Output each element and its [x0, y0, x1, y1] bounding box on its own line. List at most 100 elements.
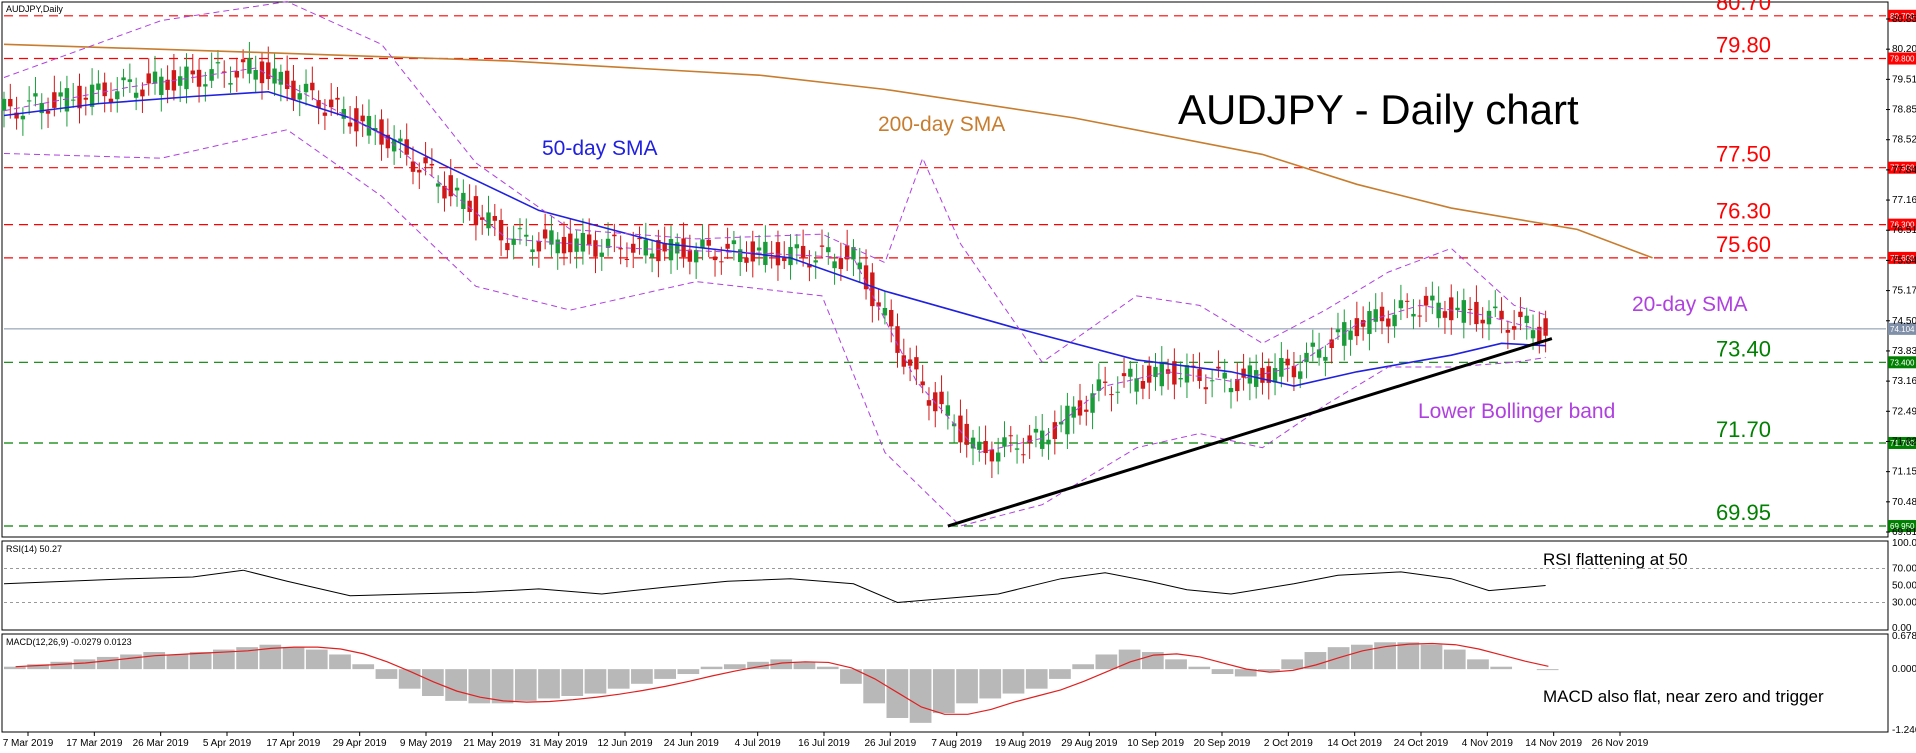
candle-body	[322, 112, 328, 116]
candle-body	[1046, 439, 1051, 445]
time-tick-label: 26 Nov 2019	[1592, 738, 1649, 749]
series-50-day-sma	[3, 90, 1546, 387]
level-label: 75.60	[1716, 232, 1771, 257]
candle-body	[750, 241, 755, 262]
candle-body	[1310, 342, 1315, 347]
price-tick-label: 75.170	[1892, 286, 1916, 297]
macd-histogram-bar	[1490, 666, 1513, 670]
candle-body	[266, 62, 271, 80]
candlesticks	[1, 41, 1548, 479]
candle-body	[1065, 405, 1070, 435]
candle-body	[782, 257, 787, 262]
candle-body	[681, 238, 686, 257]
candle-body	[1102, 381, 1108, 383]
symbol-label: AUDJPY,Daily	[6, 4, 63, 14]
macd-histogram-bar	[538, 669, 560, 699]
candle-body	[335, 97, 340, 100]
chart-title: AUDJPY - Daily chart	[1178, 86, 1579, 133]
candle-body	[473, 196, 479, 225]
candle-body	[52, 92, 57, 108]
time-tick-label: 12 Jun 2019	[597, 738, 652, 749]
macd-histogram-bar	[1374, 642, 1396, 670]
price-tick-label: 79.515	[1892, 74, 1916, 85]
macd-histogram-bar	[584, 669, 607, 694]
candle-body	[108, 98, 114, 103]
candle-body	[895, 326, 900, 353]
candle-body	[1480, 319, 1485, 324]
candle-body	[1247, 365, 1253, 384]
candle-body	[788, 246, 793, 266]
candle-body	[1033, 428, 1039, 433]
macd-histogram-bar	[631, 669, 653, 684]
price-panel	[1, 1, 1889, 538]
candle-body	[819, 245, 825, 247]
macd-histogram-bar	[96, 656, 119, 670]
time-tick-label: 17 Mar 2019	[66, 738, 123, 749]
candle-body	[297, 93, 302, 100]
candle-body	[222, 71, 227, 73]
price-tick-label: 77.160	[1892, 195, 1916, 206]
candle-body	[977, 441, 982, 450]
macd-histogram-bar	[468, 669, 491, 704]
macd-histogram-bar	[282, 647, 305, 670]
candle-body	[725, 243, 730, 249]
time-tick-label: 10 Sep 2019	[1127, 738, 1184, 749]
level-tag-text: 75.600	[1890, 254, 1915, 263]
candle-body	[1203, 387, 1209, 390]
candle-body	[1052, 422, 1058, 440]
candle-body	[159, 76, 164, 96]
candle-body	[1153, 366, 1158, 378]
candle-body	[1140, 380, 1146, 389]
candle-body	[907, 359, 913, 366]
candle-body	[1467, 308, 1473, 310]
price-tick-label: 75.840	[1892, 255, 1916, 266]
macd-histogram-bar	[1397, 642, 1420, 670]
candle-body	[964, 423, 969, 445]
candle-body	[1002, 437, 1007, 447]
macd-histogram-bar	[1304, 652, 1327, 670]
macd-indicator: 0.6785 0.0000 -1.2461	[4, 631, 1916, 736]
candle-body	[863, 265, 869, 290]
candle-body	[524, 234, 529, 237]
time-tick-label: 29 Aug 2019	[1061, 738, 1118, 749]
macd-histogram-bar	[863, 669, 886, 704]
candle-body	[240, 59, 246, 63]
macd-histogram-bar	[561, 669, 584, 697]
candle-body	[618, 248, 623, 250]
candle-body	[914, 357, 919, 370]
candle-body	[83, 97, 88, 100]
candle-body	[693, 250, 699, 263]
level-label: 69.95	[1716, 500, 1771, 525]
candle-body	[700, 239, 705, 249]
candle-body	[1253, 370, 1259, 387]
rsi-panel	[1, 540, 1889, 631]
current-price-tag-text: 74.104	[1890, 325, 1915, 334]
price-tick-label: 76.510	[1892, 225, 1916, 236]
macd-histogram-bar	[1420, 644, 1443, 670]
level-tag-text: 69.950	[1890, 522, 1915, 531]
candle-body	[1530, 330, 1536, 339]
candle-body	[844, 245, 850, 260]
candle-body	[1090, 393, 1095, 413]
rsi-indicator: 100.00 70.00 50.00 30.00 0.00	[3, 538, 1916, 634]
time-tick-label: 31 May 2019	[530, 738, 588, 749]
candle-body	[1222, 372, 1227, 379]
candle-body	[882, 307, 888, 316]
candle-body	[549, 230, 554, 245]
candle-body	[165, 79, 170, 90]
rsi-label: RSI(14) 50.27	[6, 544, 62, 554]
macd-histogram-bar	[73, 659, 96, 670]
macd-histogram-bar	[1025, 669, 1048, 689]
candle-body	[284, 70, 290, 90]
candle-body	[360, 115, 365, 122]
time-tick-label: 29 Apr 2019	[333, 738, 387, 749]
candle-body	[442, 185, 447, 199]
time-tick-label: 17 Apr 2019	[266, 738, 320, 749]
candle-body	[763, 241, 768, 265]
candle-body	[417, 169, 422, 173]
candle-body	[278, 71, 284, 85]
candle-body	[1191, 365, 1196, 367]
candle-body	[1499, 310, 1504, 320]
candle-body	[756, 247, 762, 251]
macd-histogram-bar	[1002, 669, 1025, 694]
